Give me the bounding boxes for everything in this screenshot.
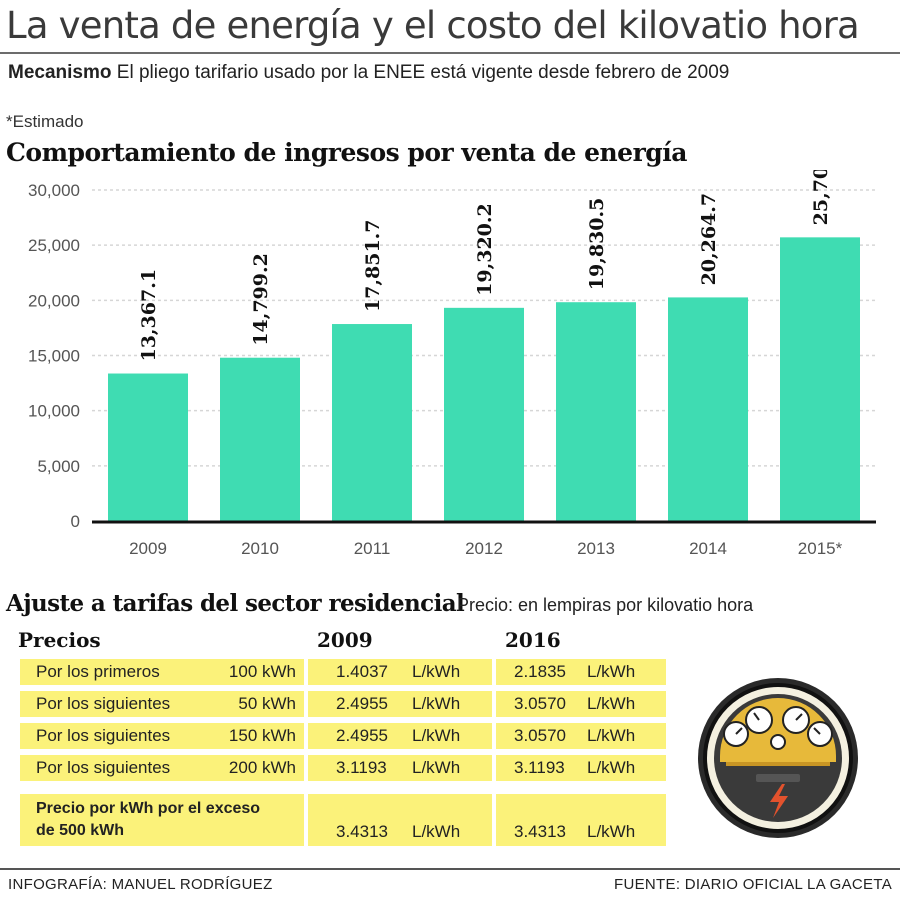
y-tick-label: 30,000 (28, 181, 80, 200)
y-tick-label: 20,000 (28, 291, 80, 310)
row-label: Por los siguientes (36, 726, 171, 745)
row-value-2016: 3.0570 (514, 726, 566, 745)
footer-divider (0, 868, 900, 870)
subtitle: Mecanismo El pliego tarifario usado por … (8, 62, 729, 84)
bar (332, 324, 412, 521)
bar-value-label: 13,367.1 (138, 269, 160, 362)
row-unit-2009: L/kWh (412, 694, 461, 713)
row-value-2016: 3.0570 (514, 694, 566, 713)
bar-value-label: 25,709.1 (810, 170, 832, 225)
bar-value-label: 19,320.2 (474, 203, 496, 296)
footer-credit: INFOGRAFÍA: MANUEL RODRÍGUEZ (8, 876, 273, 893)
x-tick-label: 2011 (354, 539, 391, 558)
bar (220, 357, 300, 521)
y-tick-label: 0 (71, 512, 80, 531)
excess-unit-2016: L/kWh (587, 822, 636, 841)
row-unit-2016: L/kWh (587, 694, 636, 713)
subtitle-text: El pliego tarifario usado por la ENEE es… (116, 62, 730, 83)
y-tick-label: 5,000 (37, 457, 80, 476)
x-tick-label: 2010 (241, 539, 279, 558)
header-2016: 2016 (505, 628, 561, 652)
subtitle-bold: Mecanismo (8, 62, 112, 83)
y-tick-label: 10,000 (28, 402, 80, 421)
row-unit-2016: L/kWh (587, 758, 636, 777)
row-value-2009: 2.4955 (336, 726, 388, 745)
excess-value-2009: 3.4313 (336, 822, 388, 841)
x-tick-label: 2014 (689, 539, 727, 558)
bar (108, 373, 188, 521)
row-value-2009: 3.1193 (336, 758, 387, 777)
row-unit-2016: L/kWh (587, 662, 636, 681)
x-tick-label: 2009 (129, 539, 167, 558)
row-unit-2009: L/kWh (412, 758, 461, 777)
y-tick-label: 15,000 (28, 347, 80, 366)
x-tick-label: 2012 (465, 539, 503, 558)
row-unit-2009: L/kWh (412, 662, 461, 681)
excess-label: Precio por kWh por el exceso de 500 kWh (36, 800, 261, 839)
row-qty: 50 kWh (238, 694, 296, 713)
row-unit-2016: L/kWh (587, 726, 636, 745)
revenue-bar-chart: 0 5,000 10,000 15,000 20,000 25,000 30,000 13,3… (28, 170, 876, 558)
header-2009: 2009 (317, 628, 373, 652)
chart-title: Comportamiento de ingresos por venta de … (6, 138, 687, 167)
bar (556, 302, 636, 521)
table-title: Ajuste a tarifas del sector residencial (6, 590, 465, 617)
row-unit-2009: L/kWh (412, 726, 461, 745)
excess-value-2016: 3.4313 (514, 822, 566, 841)
bar-value-label: 20,264.7 (698, 193, 720, 286)
excess-unit-2009: L/kWh (412, 822, 461, 841)
row-label: Por los primeros (36, 662, 160, 681)
footer-source: FUENTE: DIARIO OFICIAL LA GACETA (614, 876, 892, 893)
row-value-2016: 2.1835 (514, 662, 566, 681)
title-divider (0, 52, 900, 54)
row-qty: 150 kWh (228, 726, 296, 745)
header-precios: Precios (18, 628, 101, 652)
row-qty: 100 kWh (228, 662, 296, 681)
y-tick-label: 25,000 (28, 236, 80, 255)
table-note: Precio: en lempiras por kilovatio hora (457, 595, 754, 615)
x-tick-label: 2015* (798, 539, 843, 558)
row-value-2009: 2.4955 (336, 694, 388, 713)
row-value-2016: 3.1193 (514, 758, 565, 777)
electric-meter-icon (698, 678, 858, 838)
row-qty: 200 kWh (228, 758, 296, 777)
bar (780, 237, 860, 521)
row-value-2009: 1.4037 (336, 662, 388, 681)
footnote: *Estimado (6, 112, 84, 131)
bar-value-label: 17,851.7 (362, 219, 384, 312)
bar (444, 307, 524, 521)
row-label: Por los siguientes (36, 758, 171, 777)
bar-value-label: 19,830.5 (586, 198, 608, 291)
bar (668, 297, 748, 521)
page-title: La venta de energía y el costo del kilov… (6, 4, 860, 47)
x-tick-label: 2013 (577, 539, 615, 558)
row-label: Por los siguientes (36, 694, 171, 713)
bar-value-label: 14,799.2 (250, 253, 272, 346)
